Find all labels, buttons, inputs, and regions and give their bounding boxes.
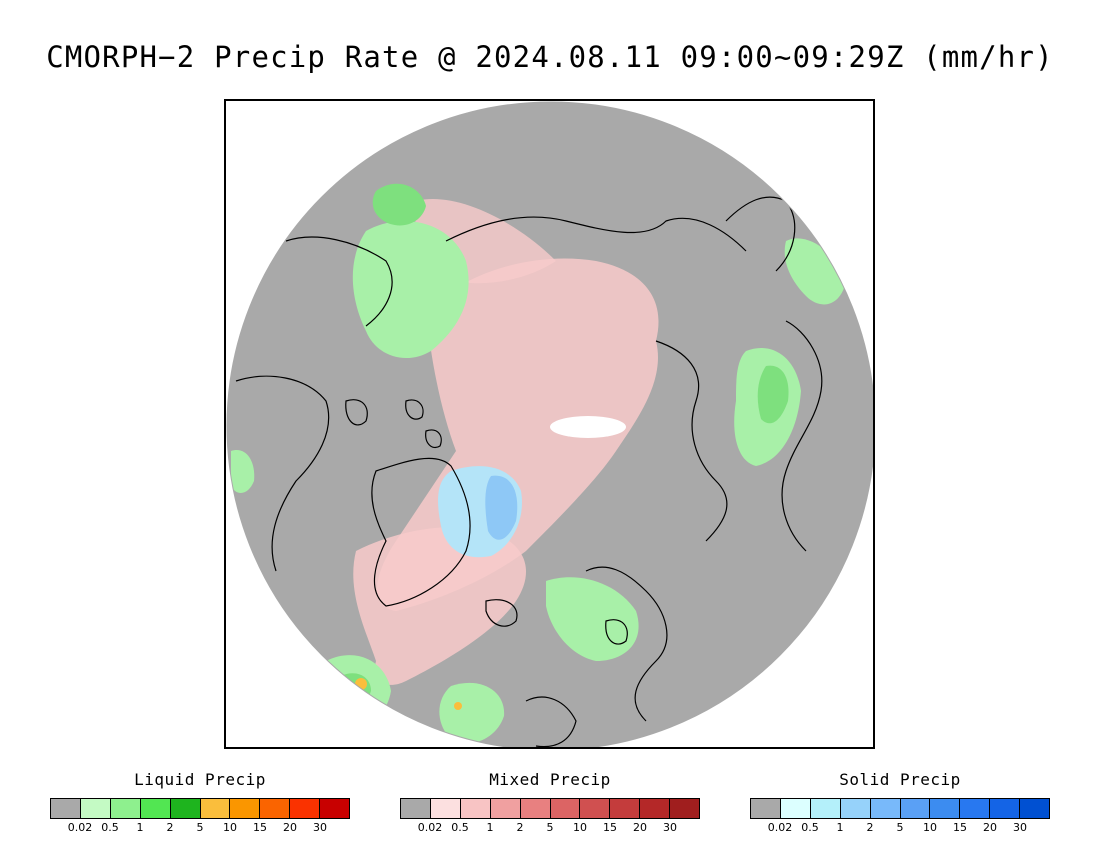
legend-solid-title: Solid Precip — [839, 770, 961, 789]
legend-mixed-title: Mixed Precip — [489, 770, 611, 789]
legend-swatch — [610, 799, 641, 818]
liquid-precip-alaska — [352, 221, 469, 359]
legend-swatch — [230, 799, 261, 818]
liquid-precip-bering — [372, 183, 426, 226]
legend-tick-label: 0.02 — [417, 821, 443, 834]
legend-tick-label: 20 — [633, 821, 647, 834]
legend-solid-ticks: 0.02 0.5 1 2 5 10 15 20 30 — [750, 821, 1050, 835]
legend-swatch — [870, 799, 901, 818]
chart-title: CMORPH−2 Precip Rate @ 2024.08.11 09:00~… — [46, 40, 1054, 74]
legend-swatch — [260, 799, 291, 818]
legend-swatch — [401, 799, 431, 818]
legend-swatch — [810, 799, 841, 818]
legend-swatch — [751, 799, 781, 818]
legend-swatch — [320, 799, 350, 818]
legend-tick-label: 2 — [866, 821, 874, 834]
legend-tick-label: 30 — [663, 821, 677, 834]
legend-mixed-bar — [400, 798, 700, 819]
legend-swatch — [670, 799, 700, 818]
liquid-precip-far-east — [784, 238, 846, 305]
legend-tick-label: 15 — [953, 821, 967, 834]
legend-tick-label: 10 — [573, 821, 587, 834]
legend-solid: Solid Precip 0.02 0.5 1 2 5 10 15 20 30 — [750, 770, 1050, 835]
legend-tick-label: 0.5 — [451, 821, 469, 834]
legend-liquid: Liquid Precip 0.02 0.5 1 2 5 10 15 20 30 — [50, 770, 350, 835]
legend-swatch — [170, 799, 201, 818]
liquid-precip-west — [231, 450, 255, 493]
legend-tick-label: 10 — [223, 821, 237, 834]
pole-no-data — [550, 416, 626, 438]
map-disk-edge — [226, 101, 873, 747]
legend-liquid-title: Liquid Precip — [134, 770, 266, 789]
legend-tick-label: 1 — [836, 821, 844, 834]
legend-swatch — [990, 799, 1021, 818]
legend-liquid-ticks: 0.02 0.5 1 2 5 10 15 20 30 — [50, 821, 350, 835]
legend-swatch — [460, 799, 491, 818]
legend-swatch — [840, 799, 871, 818]
legend-mixed-ticks: 0.02 0.5 1 2 5 10 15 20 30 — [400, 821, 700, 835]
legend-tick-label: 5 — [546, 821, 554, 834]
legend-swatch — [110, 799, 141, 818]
legend-swatch — [900, 799, 931, 818]
legend-tick-label: 0.5 — [801, 821, 819, 834]
legend-swatch — [580, 799, 611, 818]
legend-tick-label: 15 — [253, 821, 267, 834]
legend-tick-label: 1 — [486, 821, 494, 834]
legend-tick-label: 5 — [896, 821, 904, 834]
legend-tick-label: 30 — [313, 821, 327, 834]
legend-tick-label: 0.5 — [101, 821, 119, 834]
legend-solid-bar — [750, 798, 1050, 819]
legend-swatch — [430, 799, 461, 818]
legend-swatch — [960, 799, 991, 818]
polar-map — [226, 101, 873, 747]
liquid-precip-europe — [546, 577, 639, 661]
map-panel — [224, 99, 875, 749]
legend-swatch — [640, 799, 671, 818]
legend-swatch — [200, 799, 231, 818]
liquid-precip-canada — [439, 682, 505, 744]
mixed-precip-greenland-coast — [353, 527, 526, 685]
legend-liquid-bar — [50, 798, 350, 819]
liquid-precip-heavy-cell-2 — [454, 702, 462, 710]
legend-swatch — [51, 799, 81, 818]
legend-tick-label: 15 — [603, 821, 617, 834]
legend-tick-label: 5 — [196, 821, 204, 834]
solid-precip-greenland-core — [485, 475, 518, 540]
legend-swatch — [930, 799, 961, 818]
legend-swatch — [290, 799, 321, 818]
legend-tick-label: 0.02 — [67, 821, 93, 834]
legend-tick-label: 20 — [283, 821, 297, 834]
legend-swatch — [140, 799, 171, 818]
legend-tick-label: 10 — [923, 821, 937, 834]
legend-mixed: Mixed Precip 0.02 0.5 1 2 5 10 15 20 30 — [400, 770, 700, 835]
legend-tick-label: 0.02 — [767, 821, 793, 834]
legend-swatch — [780, 799, 811, 818]
legend-swatch — [490, 799, 521, 818]
legend-swatch — [1020, 799, 1050, 818]
legend-swatch — [80, 799, 111, 818]
legend-swatch — [520, 799, 551, 818]
legend-tick-label: 20 — [983, 821, 997, 834]
coastlines — [235, 196, 823, 747]
liquid-precip-siberia-east-core — [757, 365, 789, 424]
legend-swatch — [550, 799, 581, 818]
legend-tick-label: 2 — [516, 821, 524, 834]
legend-tick-label: 2 — [166, 821, 174, 834]
legend-tick-label: 1 — [136, 821, 144, 834]
legend-tick-label: 30 — [1013, 821, 1027, 834]
liquid-precip-pacific-sw-core — [335, 673, 371, 707]
